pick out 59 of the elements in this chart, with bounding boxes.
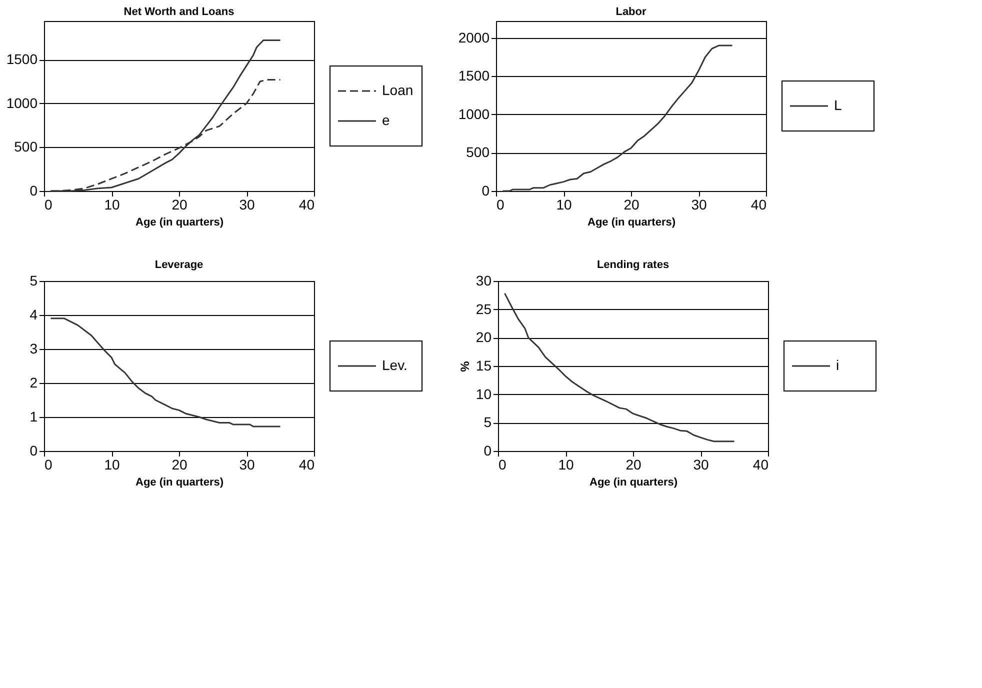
line-series <box>502 44 733 192</box>
x-axis-title: Age (in quarters) <box>589 476 678 488</box>
x-tick-label: 0 <box>496 196 504 212</box>
y-tick-label: 15 <box>476 358 492 374</box>
y-tick-label: 2 <box>30 374 38 390</box>
x-tick-label: 40 <box>750 196 767 212</box>
y-tick-label: 30 <box>476 272 492 288</box>
x-axis-title: Age (in quarters) <box>135 476 224 488</box>
y-tick-label: 0 <box>30 442 38 458</box>
y-tick-label: 10 <box>476 386 492 402</box>
x-tick-label: 0 <box>498 456 506 472</box>
x-tick-label: 30 <box>239 196 255 212</box>
legend-label: i <box>836 357 840 373</box>
x-axis-title: Age (in quarters) <box>587 216 676 228</box>
y-tick-label: 0 <box>484 442 492 458</box>
y-axis-title: % <box>458 360 472 372</box>
y-tick-label: 0 <box>482 182 490 198</box>
legend-label: Lev. <box>382 357 408 373</box>
x-tick-label: 10 <box>558 456 574 472</box>
x-tick-label: 20 <box>172 196 188 212</box>
y-tick-label: 1500 <box>458 68 490 84</box>
y-tick-label: 500 <box>14 138 38 155</box>
legend-label: e <box>382 112 390 128</box>
x-tick-label: 0 <box>44 196 52 212</box>
y-tick-label: 5 <box>30 272 38 288</box>
x-tick-label: 40 <box>298 456 315 472</box>
chart-title: Lending rates <box>596 259 670 271</box>
y-tick-label: 25 <box>476 300 492 317</box>
x-tick-label: 40 <box>298 196 315 212</box>
x-tick-label: 10 <box>104 456 120 472</box>
y-tick-label: 4 <box>30 306 38 322</box>
y-tick-label: 1000 <box>6 94 38 111</box>
y-tick-label: 3 <box>30 340 38 356</box>
x-tick-label: 30 <box>693 456 709 472</box>
y-tick-label: 1500 <box>6 51 38 68</box>
chart-title: Labor <box>616 6 647 18</box>
legend-label: Loan <box>382 82 414 98</box>
chart-title: Net Worth and Loans <box>124 6 234 18</box>
y-tick-label: 1 <box>30 408 38 424</box>
x-tick-label: 30 <box>691 196 707 212</box>
y-tick-label: 2000 <box>458 29 490 46</box>
legend-label: L <box>834 97 842 113</box>
y-tick-label: 500 <box>466 144 490 160</box>
x-axis-title: Age (in quarters) <box>135 216 224 228</box>
chart-title: Leverage <box>154 259 204 271</box>
y-tick-label: 1000 <box>458 106 490 122</box>
y-tick-label: 0 <box>30 182 38 198</box>
x-tick-label: 20 <box>624 196 640 212</box>
line-series <box>504 292 735 442</box>
x-tick-label: 30 <box>239 456 255 472</box>
x-tick-label: 20 <box>626 456 642 472</box>
y-tick-label: 5 <box>484 414 492 430</box>
x-tick-label: 10 <box>556 196 572 212</box>
x-tick-label: 20 <box>172 456 188 472</box>
x-tick-label: 0 <box>44 456 52 472</box>
y-tick-label: 20 <box>476 329 492 346</box>
x-tick-label: 40 <box>752 456 769 472</box>
x-tick-label: 10 <box>104 196 120 212</box>
line-series <box>50 318 281 428</box>
